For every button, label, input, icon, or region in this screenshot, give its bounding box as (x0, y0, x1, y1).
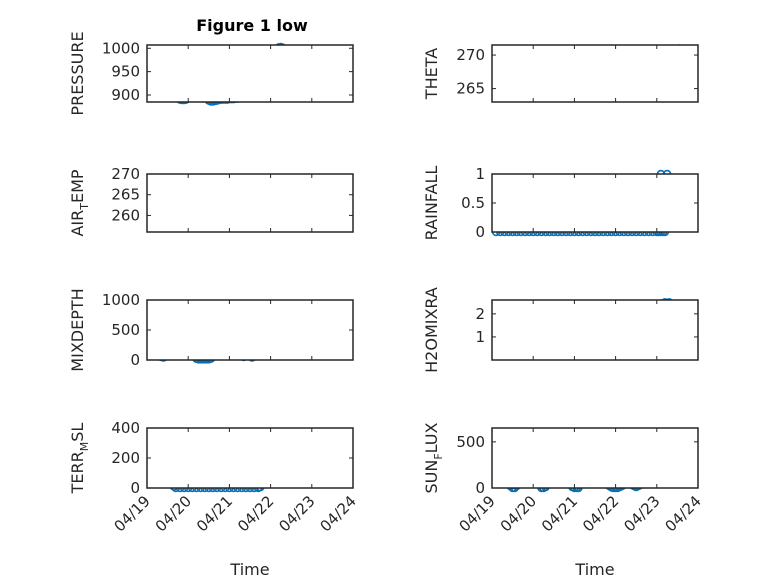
y-axis-label-rest: SL (68, 423, 87, 442)
y-tick-label: 200 (111, 449, 140, 467)
x-axis-label: Time (574, 560, 614, 579)
y-axis-label: AIRTEMP (68, 169, 91, 236)
x-tick-label: 04/19 (456, 492, 499, 535)
x-tick-label: 04/20 (497, 492, 540, 535)
y-axis-label: TERRMSL (68, 423, 91, 495)
x-tick-label: 04/21 (538, 492, 581, 535)
x-tick-label: 04/19 (111, 492, 154, 535)
axes-frame (146, 427, 354, 489)
y-axis-label: PRESSURE (68, 31, 87, 115)
y-tick-label: 0 (475, 223, 485, 241)
panel-top-left: 900 950 1000 PRESSURE (68, 31, 354, 116)
y-axis-label-subscript: T (78, 203, 91, 211)
axes-frame (491, 44, 699, 103)
y-tick-label: 0 (130, 479, 140, 497)
y-axis-label-main: AIR (68, 210, 87, 237)
y-axis-label-subscript: F (432, 453, 445, 459)
y-axis-label-rest: EMP (68, 169, 87, 203)
y-axis-label: SUNFLUX (422, 422, 445, 493)
x-tick-label: 04/23 (275, 492, 318, 535)
axes-frame (146, 299, 354, 361)
axes-frame (491, 299, 699, 361)
axes-frame (491, 427, 699, 489)
y-tick-label: 1000 (102, 291, 140, 309)
x-tick-label: 04/22 (579, 492, 622, 535)
panel-third-right: 1 2 H2OMIXRA (422, 287, 699, 373)
y-tick-label: 1000 (102, 39, 140, 57)
y-tick-label: 0 (475, 479, 485, 497)
y-tick-label: 1 (475, 165, 485, 183)
y-tick-label: 1 (475, 328, 485, 346)
x-tick-label: 04/23 (620, 492, 663, 535)
y-tick-label: 260 (111, 206, 140, 224)
y-tick-label: 500 (456, 433, 485, 451)
panel-top-right: 265 270 THETA (422, 44, 699, 103)
y-tick-label: 2 (475, 305, 485, 323)
y-axis-label-main: SUN (422, 460, 441, 494)
y-tick-label: 950 (111, 63, 140, 81)
x-tick-label: 04/22 (234, 492, 277, 535)
y-tick-label: 265 (111, 186, 140, 204)
y-tick-label: 270 (456, 46, 485, 64)
x-tick-label: 04/21 (193, 492, 236, 535)
y-tick-label: 400 (111, 419, 140, 437)
y-axis-label: H2OMIXRA (422, 287, 441, 373)
x-tick-label: 04/20 (152, 492, 195, 535)
panel-second-left: 260 265 270 AIRTEMP (68, 165, 354, 237)
x-tick-label: 04/24 (317, 492, 360, 535)
y-tick-label: 0.5 (461, 194, 485, 212)
y-tick-label: 0 (130, 351, 140, 369)
y-axis-label: RAINFALL (422, 166, 441, 241)
y-axis-label: THETA (422, 48, 441, 100)
axes-frame (146, 44, 354, 103)
panel-third-left: 0 500 1000 MIXDEPTH (68, 288, 354, 372)
y-tick-label: 270 (111, 165, 140, 183)
x-tick-label: 04/24 (662, 492, 705, 535)
axes-frame (491, 173, 699, 233)
figure-title: Figure 1 low (196, 16, 308, 35)
y-axis-label-main: TERR (68, 451, 87, 494)
y-tick-label: 500 (111, 321, 140, 339)
y-axis-label-subscript: M (78, 442, 91, 452)
y-axis-label-rest: LUX (422, 422, 441, 453)
y-axis-label: MIXDEPTH (68, 288, 87, 371)
panel-second-right: 0 0.5 1 RAINFALL (422, 165, 699, 241)
y-tick-label: 900 (111, 86, 140, 104)
axes-frame (146, 173, 354, 233)
x-axis-label: Time (229, 560, 269, 579)
y-tick-label: 265 (456, 80, 485, 98)
